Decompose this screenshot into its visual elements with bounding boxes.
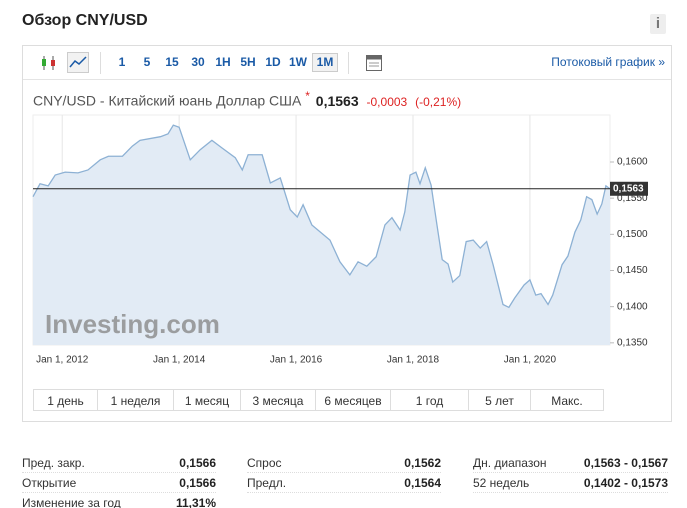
range-button[interactable]: 6 месяцев [315,389,391,411]
stat-value: 0,1566 [179,456,216,470]
y-tick-label: 0,1350 [617,337,648,348]
interval-button[interactable]: 30 [191,55,205,69]
panel [22,45,672,422]
stream-link[interactable]: Потоковый график » [551,55,665,69]
x-tick-label: Jan 1, 2014 [153,355,206,366]
stat-label: Дн. диапазон [473,456,547,470]
stat-value: 0,1562 [404,456,441,470]
reference-label: 0,1563 [613,183,644,194]
stat-row [247,453,441,473]
y-tick-label: 0,1550 [617,193,648,204]
interval-button[interactable]: 1D [265,55,281,69]
quote-change: -0,0003 [366,94,408,109]
stat-row [22,473,216,493]
y-tick-label: 0,1450 [617,265,648,276]
range-button[interactable]: Макс. [530,389,604,411]
x-tick-label: Jan 1, 2020 [504,355,557,366]
stat-row [247,473,441,493]
range-button[interactable]: 1 месяц [173,389,241,411]
page-title: Обзор CNY/USD [22,12,148,29]
range-button[interactable]: 1 день [33,389,98,411]
interval-button[interactable]: 5H [240,55,256,69]
quote-line: CNY/USD - Китайский юань Доллар США * 0,… [33,89,461,109]
reference-label-box [610,181,648,196]
x-tick-label: Jan 1, 2018 [387,355,440,366]
separator [100,52,101,74]
y-tick-label: 0,1500 [617,229,648,240]
price-line [32,124,611,309]
stat-row [473,453,668,473]
range-button[interactable]: 3 месяца [240,389,316,411]
y-tick-label: 0,1600 [617,157,648,168]
stat-row [22,453,216,473]
stat-label: Спрос [247,456,282,470]
stat-value: 0,1563 - 0,1567 [583,456,668,470]
separator [348,52,349,74]
x-tick-label: Jan 1, 2012 [36,355,89,366]
stat-label: Изменение за год [22,496,121,508]
area-fill [33,125,610,345]
stat-value: 0,1564 [404,476,441,490]
range-button[interactable]: 1 год [390,389,469,411]
interval-button[interactable]: 15 [165,55,179,69]
stat-label: Пред. закр. [22,456,85,470]
info-icon[interactable]: i [650,14,666,34]
interval-button[interactable]: 1H [215,55,231,69]
range-button[interactable]: 5 лет [468,389,531,411]
stat-row [473,473,668,493]
quote-name: CNY/USD - Китайский юань Доллар США [33,92,302,109]
quote-price: 0,1563 [315,92,359,109]
quote-marker: * [305,89,310,103]
stat-label: Открытие [22,476,77,490]
interval-button[interactable]: 1W [289,55,307,69]
stat-value: 0,1566 [179,476,216,490]
quote-change-pct: (-0,21%) [415,94,462,109]
chart: Jan 1, 2012 Jan 1, 2014 Jan 1, 2016 Jan 1, … [32,114,648,366]
toolbar-divider [23,79,671,80]
y-tick-label: 0,1400 [617,301,648,312]
candle-icon[interactable] [40,54,58,72]
watermark: Investing.com [45,309,220,339]
interval-button[interactable]: 1 [118,55,126,69]
stat-value: 0,1402 - 0,1573 [583,476,668,490]
interval-button[interactable]: 5 [143,55,151,69]
range-button[interactable]: 1 неделя [97,389,174,411]
stat-label: Предл. [247,476,287,490]
line-icon[interactable] [67,52,89,73]
stat-value: 11,31% [175,496,216,508]
calendar-icon[interactable] [365,54,383,72]
x-tick-label: Jan 1, 2016 [270,355,323,366]
interval-button[interactable]: 1M [312,53,338,72]
stat-label: 52 недель [473,476,530,490]
